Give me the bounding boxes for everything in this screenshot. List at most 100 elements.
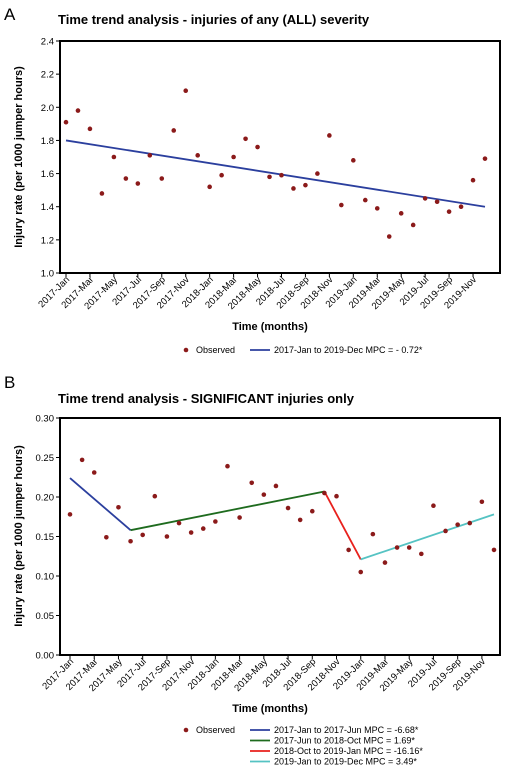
data-point-a [111, 154, 117, 160]
data-point-a [75, 108, 81, 113]
data-point-a [171, 128, 177, 133]
plot-frame-b [59, 417, 501, 656]
data-point-a [434, 199, 440, 205]
data-point-a [135, 181, 141, 186]
legend-b: Observed 2017-Jan to 2017-Jun MPC = -6.68… [183, 725, 423, 767]
y-axis-label-b: Injury rate (per 1000 jumper hours) [13, 445, 25, 627]
fit-line-a-1 [65, 139, 486, 208]
y-tick-label-a: 1.0 [41, 269, 54, 280]
data-point-a [231, 154, 236, 160]
data-point-a [279, 172, 284, 178]
data-point-b [213, 519, 218, 524]
panel-letter-a: A [4, 5, 16, 24]
legend-label-fit-b-4: 2019-Jan to 2019-Dec MPC = 3.49* [274, 757, 417, 767]
data-point-b [346, 547, 351, 553]
fit-line-b-2 [130, 490, 325, 532]
data-point-a [470, 177, 476, 183]
data-point-a [386, 234, 392, 239]
y-tick-label-b: 0.05 [36, 611, 55, 622]
data-point-a [123, 176, 129, 181]
legend-label-fit-b-2: 2017-Jun to 2018-Oct MPC = 1.69* [274, 736, 415, 746]
data-point-a [362, 197, 368, 203]
data-point-b [140, 532, 145, 538]
data-point-b [322, 490, 327, 496]
data-point-a [159, 176, 165, 181]
data-point-b [176, 520, 182, 526]
y-tick-label-a: 1.8 [41, 136, 54, 147]
data-point-a [410, 222, 416, 228]
y-tick-label-a: 2.2 [41, 70, 54, 81]
data-point-b [128, 538, 133, 544]
chart-a: 1.01.21.41.61.82.02.22.42017-Jan2017-Mar… [36, 37, 488, 355]
data-point-b [273, 483, 279, 489]
data-point-b [382, 560, 388, 565]
data-point-b [491, 547, 497, 553]
y-tick-label-a: 2.0 [41, 103, 54, 114]
data-point-b [479, 499, 485, 505]
legend-marker-observed-b [183, 727, 189, 733]
data-point-a [291, 186, 296, 191]
data-point-b [443, 528, 448, 534]
data-point-b [370, 531, 376, 537]
y-tick-label-a: 1.6 [41, 169, 54, 180]
data-point-a [99, 191, 105, 196]
data-point-b [455, 522, 460, 527]
y-tick-label-a: 1.2 [41, 235, 54, 246]
y-tick-label-b: 0.00 [36, 651, 55, 662]
data-point-a [243, 136, 248, 142]
data-point-b [188, 530, 194, 535]
chart-title-a: Time trend analysis - injuries of any (A… [58, 12, 370, 27]
data-point-b [67, 512, 73, 517]
data-point-b [285, 505, 291, 511]
legend-marker-observed-a [183, 347, 189, 353]
data-point-b [297, 517, 303, 523]
data-point-a [87, 126, 93, 132]
y-tick-label-b: 0.20 [36, 493, 55, 504]
fit-line-b-1 [69, 477, 132, 531]
x-axis-label-a: Time (months) [232, 321, 308, 333]
data-point-a [458, 204, 464, 210]
data-point-b [309, 508, 315, 514]
x-axis-label-b: Time (months) [232, 703, 308, 715]
plot-frame-a [59, 40, 501, 274]
y-tick-label-b: 0.30 [36, 414, 55, 425]
data-point-b [406, 545, 412, 550]
data-point-b [334, 493, 339, 499]
data-point-b [261, 492, 267, 497]
data-point-b [152, 493, 158, 499]
data-point-a [207, 184, 212, 190]
data-point-a [374, 206, 380, 211]
data-point-b [467, 520, 473, 526]
data-point-b [79, 457, 85, 463]
data-point-b [225, 463, 230, 469]
fit-line-b-4 [360, 513, 495, 561]
legend-a: Observed 2017-Jan to 2019-Dec MPC = - 0.7… [183, 345, 423, 355]
data-point-a [482, 156, 488, 161]
data-point-b [358, 569, 364, 575]
data-point-a [446, 209, 452, 214]
data-point-b [200, 526, 206, 531]
data-point-a [267, 174, 272, 180]
data-point-a [63, 119, 69, 125]
data-point-a [147, 153, 153, 158]
data-point-a [195, 153, 200, 158]
data-point-b [394, 545, 400, 550]
y-tick-label-b: 0.10 [36, 572, 55, 583]
data-point-b [237, 515, 242, 520]
data-point-a [219, 172, 224, 178]
data-point-b [164, 534, 170, 539]
y-tick-label-a: 1.4 [41, 202, 54, 213]
y-tick-label-b: 0.25 [36, 453, 55, 464]
data-point-b [104, 534, 109, 540]
data-point-a [255, 144, 260, 150]
fit-line-b-3 [323, 491, 362, 560]
y-tick-label-b: 0.15 [36, 532, 55, 543]
panel-letter-b: B [4, 373, 15, 392]
data-point-a [315, 171, 320, 176]
data-point-b [249, 480, 255, 486]
legend-label-observed-b: Observed [196, 725, 235, 735]
data-point-a [422, 196, 428, 201]
data-point-a [327, 133, 332, 138]
